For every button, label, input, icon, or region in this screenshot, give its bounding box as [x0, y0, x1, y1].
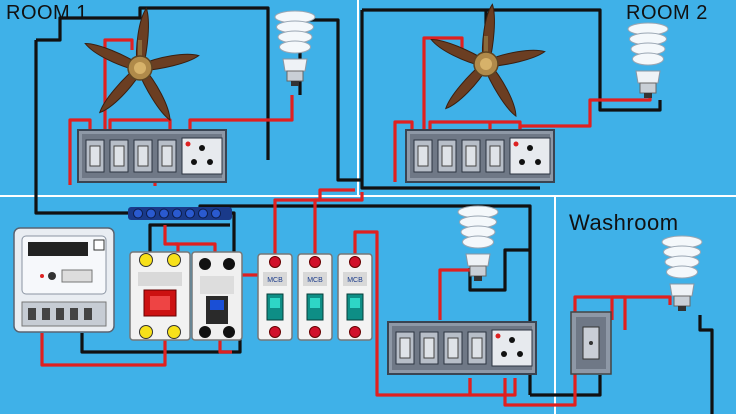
cfl-bulb-icon [457, 205, 499, 281]
cfl-bulb-icon [274, 10, 316, 86]
neutral-wire-meter-out [80, 333, 242, 354]
wall-switch[interactable] [485, 139, 505, 173]
ceiling-fan-icon [84, 7, 200, 122]
cfl-bulb-icon [661, 235, 703, 311]
busbar-screw [185, 208, 195, 219]
mcb-label: MCB [347, 277, 363, 284]
neutral-wire-washroom-switch [530, 375, 602, 397]
mcb-group: MCB MCB MCB [257, 253, 373, 341]
busbar-screw [172, 208, 182, 219]
wall-switch[interactable] [133, 139, 153, 173]
rccb[interactable] [191, 251, 243, 341]
room2-label: ROOM 2 [626, 2, 708, 24]
switch-board [77, 129, 227, 183]
live-wire-board3 [468, 378, 517, 397]
mcb-breaker[interactable]: MCB [337, 253, 373, 341]
live-wire-mcb2-room2 [313, 192, 364, 255]
neutral-wire-room1-left [34, 40, 128, 215]
busbar-screw [146, 208, 156, 219]
wall-switch[interactable] [157, 139, 177, 173]
switch-board [387, 321, 537, 375]
neutral-wire-room1-top [36, 6, 270, 88]
neutral-wire-lamp3 [468, 248, 530, 292]
wall-switch[interactable] [467, 331, 487, 365]
busbar-screws [133, 208, 221, 219]
socket-icon [509, 137, 551, 175]
wall-switch[interactable] [85, 139, 105, 173]
live-wire-fan1 [103, 38, 134, 138]
cfl-bulb-icon [627, 22, 669, 98]
busbar-screw [133, 208, 143, 219]
mcb-breaker[interactable]: MCB [297, 253, 333, 341]
wall-switch[interactable] [437, 139, 457, 173]
wall-switch[interactable] [461, 139, 481, 173]
room1-label: ROOM 1 [6, 2, 88, 24]
wall-switch[interactable] [109, 139, 129, 173]
neutral-wire-lamp2 [620, 100, 662, 112]
live-wire-lamp4 [610, 295, 672, 320]
wall-switch[interactable] [395, 331, 415, 365]
live-wire-lamp3 [438, 268, 478, 320]
mcb-label: MCB [267, 277, 283, 284]
switch-board [405, 129, 555, 183]
busbar-screw [198, 208, 208, 219]
double-pole-breaker[interactable] [129, 251, 191, 341]
energy-meter [13, 227, 115, 333]
busbar-screw [211, 208, 221, 219]
busbar-screw [159, 208, 169, 219]
wall-switch[interactable] [413, 139, 433, 173]
wall-switch[interactable] [419, 331, 439, 365]
neutral-busbar [128, 207, 232, 220]
washroom-label: Washroom [569, 210, 679, 235]
live-wire-fan2 [422, 36, 464, 138]
mcb-label: MCB [307, 277, 323, 284]
socket-icon [491, 329, 533, 367]
neutral-wire-room2-left [360, 10, 540, 190]
live-wire-meter-out [40, 333, 167, 367]
neutral-wire-lamp4 [698, 315, 714, 414]
neutral-wire-room2-top [362, 8, 620, 112]
neutral-wire-breaker-to-rccb [148, 223, 230, 262]
washroom-switch[interactable] [570, 311, 612, 375]
mcb-breaker[interactable]: MCB [257, 253, 293, 341]
wall-switch[interactable] [443, 331, 463, 365]
ceiling-fan-icon [430, 3, 546, 118]
socket-icon [181, 137, 223, 175]
